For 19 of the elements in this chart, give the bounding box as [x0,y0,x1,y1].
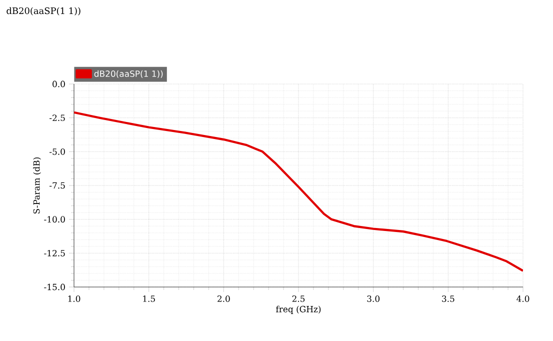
y-tick-label: -5.0 [50,148,65,155]
y-tick-label: -15.0 [44,284,65,290]
line-series [74,111,524,272]
x-axis-title: freq (GHz) [276,306,321,314]
x-tick-label: 4.0 [516,296,530,302]
y-tick-label: -2.5 [50,114,65,122]
y-tick-label: -10.0 [44,216,65,223]
chart-title: dB20(aaSP(1 1)) [6,7,80,16]
x-tick-label: 2.0 [218,296,230,302]
x-tick-label: 3.5 [442,296,454,302]
x-tick-label: 3.0 [367,296,380,302]
x-tick-label: 1.0 [68,296,80,302]
x-tick-label: 2.5 [292,296,305,302]
y-tick-label: 0.0 [52,80,65,88]
y-tick-label: -12.5 [44,250,65,256]
y-axis-title: S-Param (dB) [33,157,41,214]
x-tick-label: 1.5 [143,296,155,302]
y-tick-label: -7.5 [50,182,65,189]
legend-label: dB20(aaSP(1 1)) [94,70,163,78]
